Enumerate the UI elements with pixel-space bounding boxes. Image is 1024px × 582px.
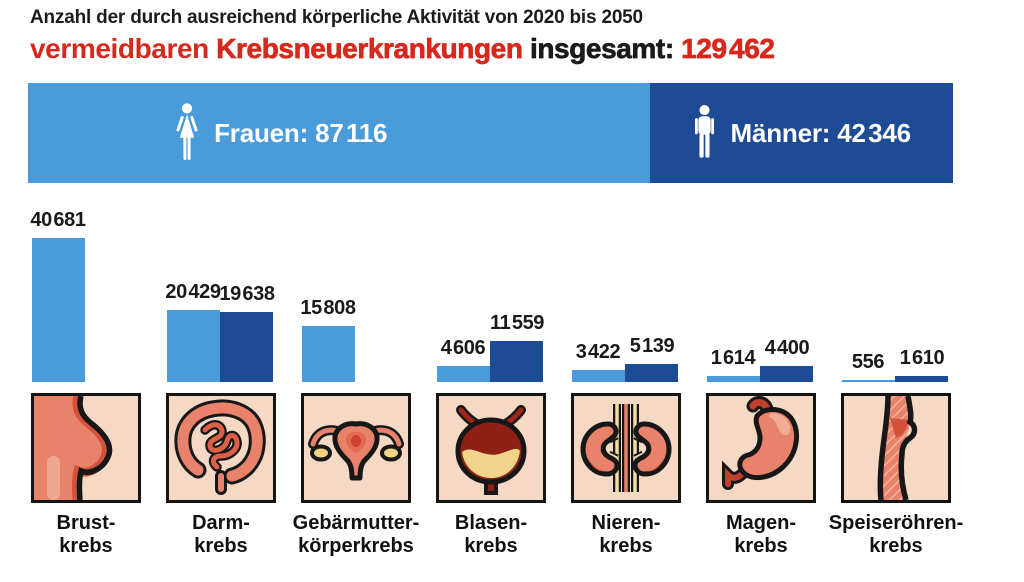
title-word-insgesamt: insgesamt: (529, 33, 675, 65)
uterus-icon (308, 421, 404, 481)
category-label-line: Brust- (56, 512, 116, 534)
women-value-label: 20 429 (165, 281, 221, 303)
women-bar (707, 376, 760, 382)
category-column: 20 429 19 638 Darm-krebs (165, 0, 276, 582)
category-column: 556 1 610 Speiseröhren-krebs (829, 0, 963, 582)
bar-group: 4 606 11 559 (436, 0, 546, 382)
title-line2: vermeidbaren Krebsneuerkrankungen insges… (30, 33, 775, 65)
women-bar (572, 370, 625, 382)
bar-group: 15 808 (300, 0, 411, 382)
category-label: Blasen-krebs (455, 512, 527, 558)
title-line1: Anzahl der durch ausreichend körperliche… (30, 7, 643, 28)
woman-icon (176, 103, 198, 160)
women-bar (32, 238, 85, 382)
women-banner-segment: Frauen: 87 116 (28, 83, 651, 183)
esophagus-icon (877, 396, 918, 500)
women-bar (167, 310, 220, 382)
category-label: Darm-krebs (192, 512, 250, 558)
women-total-value: 87 116 (315, 117, 388, 148)
men-bar (625, 364, 678, 382)
organ-icon-box (31, 393, 141, 503)
breast-icon (34, 396, 113, 500)
women-bar (437, 366, 490, 382)
organ-icon-box (301, 393, 411, 503)
category-label-line: krebs (464, 535, 518, 557)
men-bar (220, 312, 273, 382)
women-total-label: Frauen: 87 116 (214, 118, 387, 149)
men-total-value: 42 346 (837, 117, 911, 148)
organ-icon-box (571, 393, 681, 503)
category-label-line: Speiseröhren- (828, 512, 964, 534)
category-label: Gebärmutter-körperkrebs (293, 512, 420, 558)
men-banner-content: Männer: 42 346 (693, 105, 911, 161)
bladder-icon (455, 405, 527, 495)
category-label-line: Darm- (192, 512, 250, 534)
category-label: Brust-krebs (57, 512, 116, 558)
bar-group: 40 681 (30, 0, 141, 382)
women-bar (302, 326, 355, 382)
category-column: 40 681 Brust-krebs (30, 0, 141, 582)
men-value-label: 4 400 (764, 337, 810, 359)
category-label-line: krebs (869, 535, 923, 557)
category-column: 3 422 5 139 Nieren-krebs (571, 0, 681, 582)
category-label: Magen-krebs (726, 512, 796, 558)
bar-group: 1 614 4 400 (706, 0, 816, 382)
category-label-line: krebs (599, 535, 653, 557)
category-label-line: Magen- (726, 512, 796, 534)
category-label-line: krebs (194, 535, 248, 557)
title-word-vermeidbaren: vermeidbaren (30, 33, 209, 64)
men-banner-segment: Männer: 42 346 (650, 83, 953, 183)
men-value-label: 1 610 (899, 347, 945, 369)
stomach-icon (722, 396, 800, 490)
chart-title: Anzahl der durch ausreichend körperliche… (30, 7, 775, 65)
category-label-line: krebs (59, 535, 113, 557)
women-value-label: 40 681 (30, 209, 86, 231)
category-label: Nieren-krebs (592, 512, 661, 558)
title-word-krebsneuerkrankungen: Krebsneuerkrankungen (216, 33, 523, 65)
category-label-line: körperkrebs (298, 535, 414, 557)
women-banner-content: Frauen: 87 116 (175, 103, 388, 163)
category-column: 1 614 4 400 Magen-krebs (706, 0, 816, 582)
organ-icon-box (841, 393, 951, 503)
women-value-label: 4 606 (440, 337, 486, 359)
women-value-label: 1 614 (710, 347, 756, 369)
category-label-line: krebs (734, 535, 788, 557)
men-bar (490, 341, 543, 382)
organ-icon-box (166, 393, 276, 503)
men-bar (895, 376, 948, 382)
bar-group: 20 429 19 638 (165, 0, 276, 382)
man-icon (694, 105, 714, 158)
men-value-label: 5 139 (629, 335, 675, 357)
category-label-line: Blasen- (454, 512, 528, 534)
women-value-label: 3 422 (575, 341, 621, 363)
women-bar (842, 380, 895, 382)
bar-group: 556 1 610 (841, 0, 951, 382)
kidney-icon (580, 404, 672, 492)
title-total-value: 129 462 (681, 33, 775, 65)
organ-icon-box (436, 393, 546, 503)
women-word: Frauen: (214, 117, 309, 148)
gender-totals-banner: Frauen: 87 116 (28, 83, 953, 183)
category-label-line: Gebärmutter- (292, 512, 420, 534)
organ-icon-box (706, 393, 816, 503)
men-total-label: Männer: 42 346 (730, 117, 912, 149)
category-column: 15 808 Gebärmutter-körperkrebs (293, 0, 420, 582)
category-column: 4 606 11 559 Blasen-krebs (436, 0, 546, 582)
bar-group: 3 422 5 139 (571, 0, 681, 382)
men-value-label: 11 559 (489, 312, 545, 334)
category-label-line: Nieren- (591, 512, 661, 534)
women-value-label: 556 (851, 351, 885, 373)
category-label: Speiseröhren-krebs (829, 512, 963, 558)
men-value-label: 19 638 (219, 283, 275, 305)
men-bar (760, 366, 813, 382)
men-word: Männer: (730, 117, 831, 148)
intestine-icon (174, 399, 266, 495)
women-value-label: 15 808 (300, 297, 356, 319)
